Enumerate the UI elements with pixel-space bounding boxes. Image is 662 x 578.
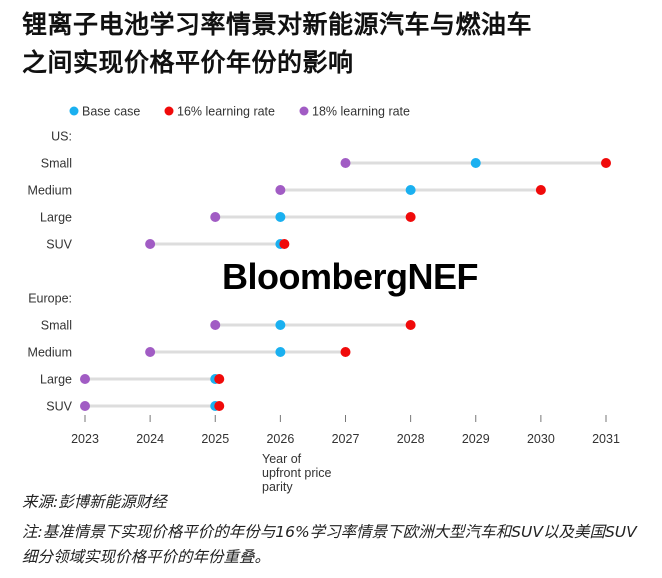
data-point-18-learning-rate [275, 185, 286, 195]
data-point-base-case [275, 347, 286, 357]
data-point-18-learning-rate [340, 158, 351, 168]
legend-label: Base case [82, 105, 140, 119]
data-point-16-learning-rate [279, 239, 290, 249]
row-label: SUV [46, 400, 72, 414]
data-point-16-learning-rate [405, 320, 416, 330]
row-label: Medium [28, 346, 72, 360]
data-point-base-case [405, 185, 416, 195]
row-label: Large [40, 373, 72, 387]
x-tick-label: 2028 [397, 432, 425, 446]
x-tick-label: 2023 [71, 432, 99, 446]
data-point-18-learning-rate [210, 320, 221, 330]
data-point-16-learning-rate [535, 185, 546, 195]
x-tick-label: 2027 [332, 432, 360, 446]
data-point-18-learning-rate [145, 347, 156, 357]
data-point-16-learning-rate [214, 401, 225, 411]
data-point-18-learning-rate [145, 239, 156, 249]
data-point-16-learning-rate [214, 374, 225, 384]
title-line-1: 锂离子电池学习率情景对新能源汽车与燃油车 [22, 10, 533, 39]
data-point-16-learning-rate [601, 158, 611, 168]
x-axis-label: Year of upfront price parity [262, 452, 332, 494]
legend-label: 18% learning rate [312, 105, 410, 119]
data-point-18-learning-rate [210, 212, 221, 222]
row-label: Small [41, 157, 72, 171]
x-tick-label: 2024 [136, 432, 164, 446]
x-tick-label: 2025 [201, 432, 229, 446]
legend-marker [69, 106, 79, 116]
note-text: 注:基准情景下实现价格平价的年份与16%学习率情景下欧洲大型汽车和SUV以及美国… [22, 523, 637, 566]
chart-title: 锂离子电池学习率情景对新能源汽车与燃油车 之间实现价格平价年份的影响 [22, 6, 532, 82]
data-point-16-learning-rate [405, 212, 416, 222]
bloombergnef-watermark: BloombergNEF [222, 256, 479, 297]
x-tick-label: 2030 [527, 432, 555, 446]
data-point-16-learning-rate [340, 347, 351, 357]
x-tick-label: 2031 [592, 432, 620, 446]
data-point-18-learning-rate [80, 401, 90, 411]
data-point-base-case [470, 158, 481, 168]
group-label: Europe: [28, 292, 72, 306]
legend-marker [164, 106, 174, 116]
row-label: Small [41, 319, 72, 333]
data-point-18-learning-rate [80, 374, 90, 384]
data-point-base-case [275, 320, 286, 330]
row-label: SUV [46, 238, 72, 252]
row-label: Medium [28, 184, 72, 198]
legend-label: 16% learning rate [177, 105, 275, 119]
legend-marker [299, 106, 309, 116]
row-label: Large [40, 211, 72, 225]
x-tick-label: 2029 [462, 432, 490, 446]
x-tick-label: 2026 [266, 432, 294, 446]
source-text: 来源:彭博新能源财经 [22, 493, 167, 511]
data-point-base-case [275, 212, 286, 222]
title-line-2: 之间实现价格平价年份的影响 [22, 48, 354, 77]
group-label: US: [51, 130, 72, 144]
